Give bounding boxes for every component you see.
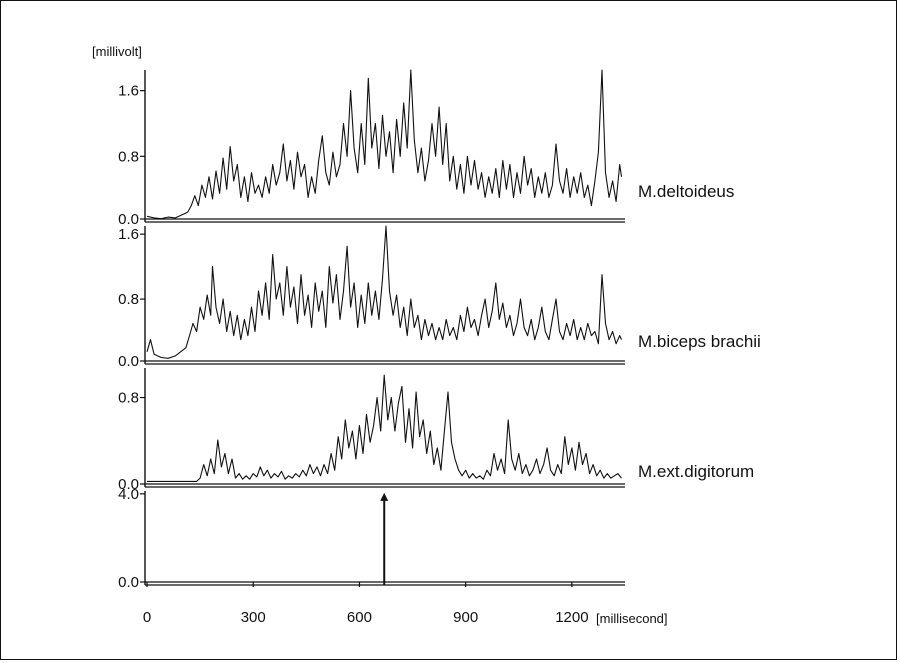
panel-0: 0.0 0.8 1.6 M.deltoideus xyxy=(118,69,734,228)
panel-3: 0.0 4.0 xyxy=(118,486,625,591)
x-unit-label: [millisecond] xyxy=(596,611,668,626)
y-tick-label: 0.0 xyxy=(118,353,139,370)
emg-trace xyxy=(147,374,622,482)
panel-1: 0.0 0.8 1.6 M.biceps brachii xyxy=(118,225,761,370)
x-tick-label: 900 xyxy=(453,609,478,626)
muscle-label: M.ext.digitorum xyxy=(638,462,754,481)
trigger-arrowhead xyxy=(380,492,389,501)
y-tick-label: 0.0 xyxy=(118,211,139,228)
y-tick-label: 4.0 xyxy=(118,486,139,503)
y-tick-label: 0.8 xyxy=(118,291,139,308)
emg-trace xyxy=(146,225,623,359)
x-tick-label: 300 xyxy=(241,609,266,626)
panel-2: 0.0 0.8 M.ext.digitorum xyxy=(118,368,754,493)
emg-trace xyxy=(146,69,623,220)
x-tick-label: 1200 xyxy=(555,609,588,626)
y-tick-label: 0.8 xyxy=(118,148,139,165)
muscle-label: M.biceps brachii xyxy=(638,332,761,351)
y-tick-label: 0.0 xyxy=(118,574,139,591)
x-tick-label: 600 xyxy=(347,609,372,626)
y-unit-label: [millivolt] xyxy=(92,44,142,59)
y-tick-label: 0.8 xyxy=(118,390,139,407)
y-tick-label: 0.0 xyxy=(118,476,139,493)
y-tick-label: 1.6 xyxy=(118,226,139,243)
muscle-label: M.deltoideus xyxy=(638,182,734,201)
y-tick-label: 1.6 xyxy=(118,83,139,100)
x-tick-label: 0 xyxy=(143,609,151,626)
